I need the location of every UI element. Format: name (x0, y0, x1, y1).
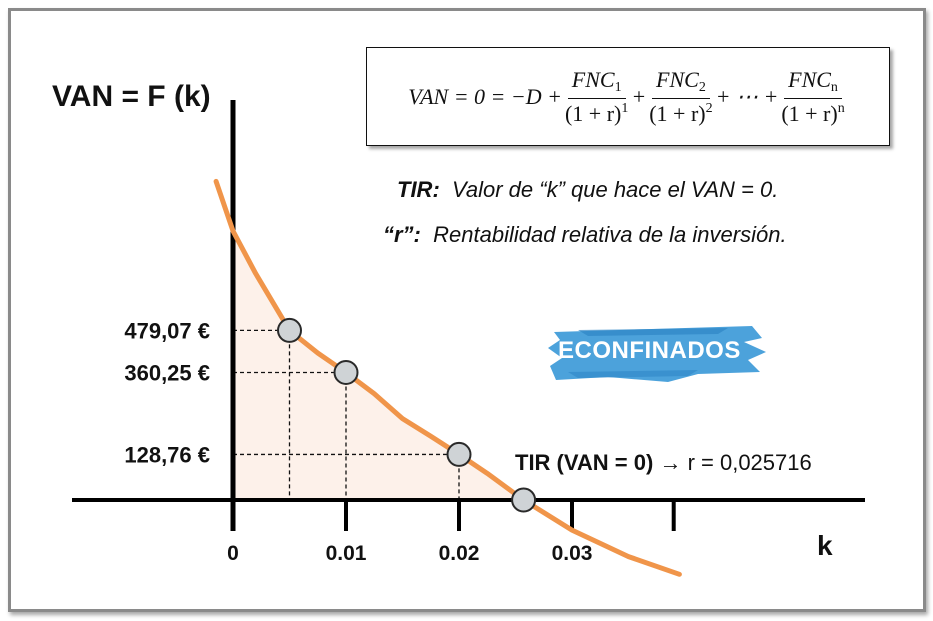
logo-text: ECONFINADOS (558, 337, 741, 364)
x-axis-title: k (817, 530, 833, 561)
guide-lines (233, 329, 460, 500)
marker-points (277, 317, 537, 513)
tick-labels: VAN = F (k) k 479,07 € 360,25 € 128,76 € 0 0.0… (52, 80, 833, 565)
formula-term-1: FNC1 (1 + r)1 (564, 67, 629, 126)
y-tick-label-1: 360,25 € (124, 360, 210, 385)
formula-term-2: FNC2 (1 + r)2 (649, 67, 713, 126)
data-point-0 (277, 317, 302, 343)
shaded-area (233, 230, 524, 500)
van-formula: VAN = 0 = −D + FNC1 (1 + r)1 + FNC2 (1 +… (366, 47, 890, 146)
econfinados-logo (548, 326, 766, 382)
data-point-1 (333, 359, 359, 385)
data-point-3 (511, 487, 537, 513)
tir-annotation: TIR (VAN = 0) → r = 0,025716 (515, 450, 812, 476)
x-tick-label-0: 0 (227, 542, 239, 565)
area-under-curve (233, 230, 524, 500)
formula-term-n: FNCn (1 + r)n (781, 67, 845, 126)
r-definition: “r”: Rentabilidad relativa de la inversi… (383, 222, 787, 247)
van-curve (213, 178, 682, 577)
arrow-icon: → (659, 450, 682, 475)
tir-definition: TIR: Valor de “k” que hace el VAN = 0. (397, 177, 779, 202)
formula-dots: + ⋯ + (715, 83, 779, 109)
tir-annotation-label: TIR (VAN = 0) (515, 450, 654, 475)
y-axis-title: VAN = F (k) (52, 80, 211, 113)
y-tick-label-2: 128,76 € (124, 442, 210, 467)
y-tick-label-0: 479,07 € (124, 318, 210, 343)
van-curve-line (213, 178, 682, 577)
data-point-2 (446, 441, 472, 467)
axes (72, 100, 865, 531)
formula-plus: + (631, 83, 647, 109)
formula-lhs: VAN = 0 = −D + (408, 83, 562, 109)
x-tick-label-1: 0.01 (326, 542, 367, 565)
tir-annotation-value: r = 0,025716 (687, 450, 812, 475)
x-tick-label-3: 0.03 (552, 542, 593, 565)
x-tick-label-2: 0.02 (439, 542, 480, 565)
